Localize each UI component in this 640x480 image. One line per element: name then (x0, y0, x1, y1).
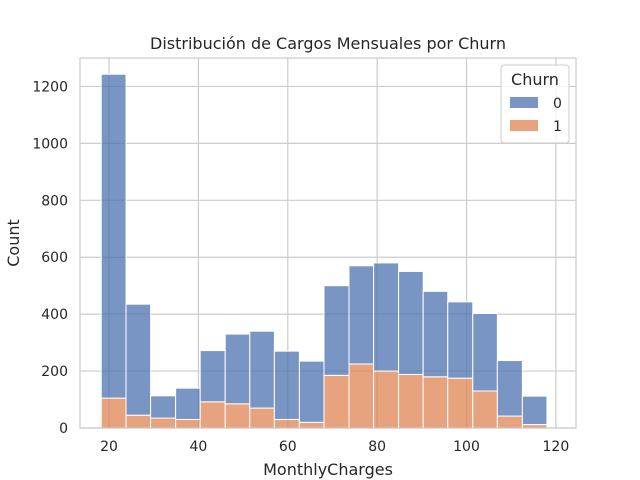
plot-frame (79, 57, 577, 429)
y-tick-labels: 0 200 400 600 800 1000 1200 (32, 79, 68, 437)
grid-lines (80, 58, 576, 429)
bar-churn-1 (373, 370, 400, 429)
bar-churn-0 (125, 303, 152, 416)
bar-churn-0 (447, 301, 474, 379)
bar-churn-0 (422, 290, 449, 378)
bar-churn-1 (422, 376, 449, 429)
bar-churn-1 (323, 374, 350, 429)
x-tick-label: 100 (453, 439, 480, 455)
bar-churn-1 (298, 421, 325, 429)
legend-swatch-1 (510, 120, 538, 131)
bar-churn-0 (521, 395, 548, 426)
x-tick-labels: 20 40 60 80 100 120 (100, 439, 569, 455)
y-tick-label: 400 (41, 307, 68, 323)
y-tick-label: 0 (59, 421, 68, 437)
bar-churn-1 (224, 403, 251, 429)
y-axis-label: Count (4, 219, 23, 267)
bar-churn-0 (298, 360, 325, 423)
bar-churn-1 (249, 407, 275, 429)
bar-churn-1 (496, 415, 523, 429)
bar-churn-0 (348, 265, 375, 365)
bar-churn-1 (472, 390, 498, 429)
bar-churn-1 (125, 414, 152, 429)
plot-border (79, 57, 577, 429)
bar-churn-0 (373, 262, 400, 372)
bar-churn-1 (273, 418, 300, 429)
legend-label-0: 0 (553, 96, 562, 112)
bar-churn-0 (496, 360, 523, 417)
bar-churn-0 (323, 285, 350, 376)
bar-churn-1 (447, 377, 474, 429)
chart-title: Distribución de Cargos Mensuales por Chu… (150, 34, 506, 53)
x-axis-label: MonthlyCharges (263, 460, 393, 479)
y-tick-label: 1000 (32, 136, 68, 152)
bar-churn-0 (472, 313, 498, 392)
bar-churn-0 (100, 73, 127, 399)
y-tick-label: 200 (41, 364, 68, 380)
bar-churn-0 (150, 395, 177, 419)
bars (100, 73, 548, 429)
bar-churn-0 (224, 333, 251, 405)
y-tick-label: 800 (41, 193, 68, 209)
legend-swatch-0 (510, 97, 538, 108)
bar-churn-1 (348, 363, 375, 429)
legend-title: Churn (511, 70, 559, 89)
bar-churn-0 (398, 270, 424, 375)
x-tick-label: 60 (279, 439, 297, 455)
bar-churn-0 (199, 350, 226, 403)
bar-churn-1 (199, 401, 226, 429)
x-tick-label: 20 (100, 439, 118, 455)
legend: Churn 0 1 (500, 64, 570, 144)
x-tick-label: 120 (543, 439, 570, 455)
bar-churn-1 (398, 373, 424, 429)
bar-churn-1 (100, 397, 127, 429)
x-tick-label: 40 (190, 439, 208, 455)
bar-churn-0 (249, 330, 275, 409)
y-tick-label: 1200 (32, 79, 68, 95)
y-tick-label: 600 (41, 250, 68, 266)
bar-churn-0 (175, 387, 201, 420)
legend-label-1: 1 (553, 119, 562, 135)
bar-churn-1 (175, 418, 201, 429)
bar-churn-0 (273, 350, 300, 420)
x-tick-label: 80 (368, 439, 386, 455)
bar-churn-1 (150, 417, 177, 429)
